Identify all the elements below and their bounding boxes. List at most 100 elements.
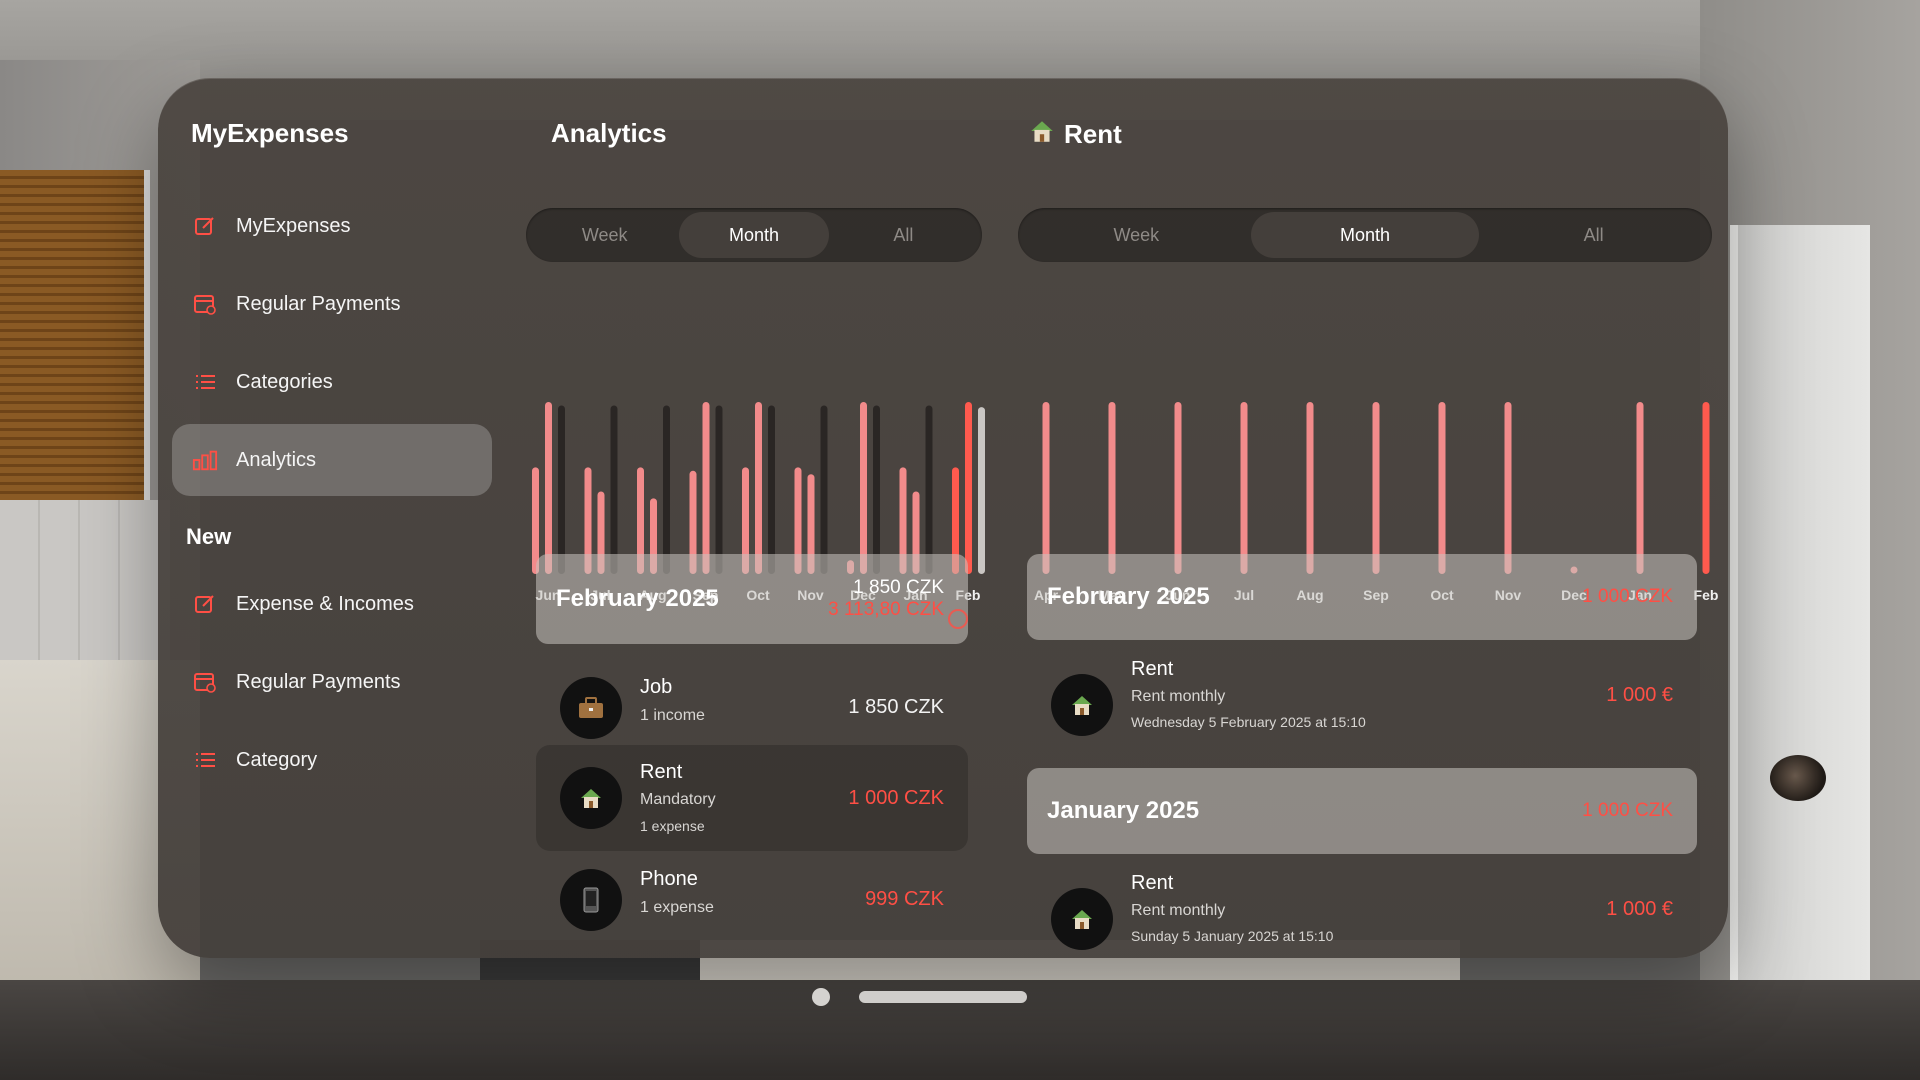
list-item-phone[interactable]: Phone 1 expense 999 CZK <box>536 850 968 950</box>
group-total: 1 000 CZK <box>1582 586 1673 608</box>
group-month-title: February 2025 <box>1047 583 1210 610</box>
bar-oct[interactable] <box>1438 402 1446 574</box>
edit-icon <box>192 591 218 617</box>
bar-jun-s3[interactable] <box>558 405 565 574</box>
summary-totals: 1 850 CZK 3 113,80 CZK <box>828 577 968 629</box>
bar-jun-s1[interactable] <box>532 467 539 574</box>
x-tick-label: Feb <box>1694 587 1719 603</box>
bar-feb-s3[interactable] <box>978 407 985 574</box>
bar-jun[interactable] <box>1174 402 1182 574</box>
bar-jan-s1[interactable] <box>899 467 907 574</box>
house-icon <box>1028 118 1056 151</box>
door-knob <box>1770 755 1826 801</box>
page-indicator-dot[interactable] <box>812 988 830 1006</box>
bar-feb-s2[interactable] <box>965 402 972 574</box>
bar-jul[interactable] <box>1240 402 1248 574</box>
segment-all[interactable]: All <box>1583 224 1604 245</box>
analytics-title: Analytics <box>551 118 667 148</box>
row-subtitle: 1 income <box>640 707 705 724</box>
bar-chart-icon <box>192 447 218 473</box>
rent-month-january[interactable]: January 2025 1 000 CZK <box>1027 768 1697 854</box>
house-icon <box>1051 674 1113 736</box>
group-month-title: January 2025 <box>1047 797 1200 824</box>
list-icon <box>192 747 218 773</box>
bar-jan-s2[interactable] <box>912 491 920 574</box>
group-total: 1 000 CZK <box>1582 800 1673 822</box>
bar-jan[interactable] <box>1636 402 1644 574</box>
summary-expense: 3 113,80 CZK <box>828 599 944 620</box>
house-icon <box>1051 888 1113 950</box>
bar-aug-s3[interactable] <box>663 405 670 574</box>
row-amount: 1 000 CZK <box>848 787 944 809</box>
bar-jul-s1[interactable] <box>584 467 592 574</box>
segment-month[interactable]: Month <box>679 212 829 258</box>
bar-apr[interactable] <box>1042 402 1050 574</box>
bar-nov-s3[interactable] <box>820 405 828 574</box>
segment-week[interactable]: Week <box>1113 224 1160 245</box>
sidebar-item-new-expense[interactable]: Expense & Incomes <box>172 568 492 640</box>
row-subtitle: 1 expense <box>640 899 714 916</box>
bar-oct-s1[interactable] <box>742 467 749 574</box>
sidebar-item-analytics[interactable]: Analytics <box>172 424 492 496</box>
bar-aug-s1[interactable] <box>637 467 644 574</box>
app-title: MyExpenses <box>191 118 349 148</box>
bar-oct-s2[interactable] <box>755 402 762 574</box>
sidebar-item-label: Categories <box>236 370 333 393</box>
sidebar-item-regular-payments[interactable]: Regular Payments <box>172 268 492 340</box>
section-title-new: New <box>186 524 232 549</box>
bar-aug[interactable] <box>1306 402 1314 574</box>
bar-sep-s1[interactable] <box>689 470 697 574</box>
bar-sep[interactable] <box>1372 402 1380 574</box>
analytics-month-summary[interactable]: February 2025 1 850 CZK 3 113,80 CZK <box>536 554 968 644</box>
group-total-amount: 1 000 CZK <box>1582 586 1673 607</box>
window-grab-handle[interactable] <box>859 991 1027 1003</box>
row-amount: 1 850 CZK <box>848 696 944 718</box>
bar-nov[interactable] <box>1504 402 1512 574</box>
sidebar-item-new-category[interactable]: Category <box>172 724 492 796</box>
list-icon <box>192 369 218 395</box>
sidebar-item-categories[interactable]: Categories <box>172 346 492 418</box>
list-item-job[interactable]: Job 1 income 1 850 CZK <box>536 658 968 758</box>
group-total-amount: 1 000 CZK <box>1582 800 1673 821</box>
bar-dec-s2[interactable] <box>860 402 867 574</box>
bar-jun-s2[interactable] <box>545 402 552 574</box>
bar-oct-s3[interactable] <box>768 405 775 574</box>
bar-feb[interactable] <box>1702 402 1710 574</box>
bar-feb-s1[interactable] <box>952 467 959 574</box>
sidebar-item-label: MyExpenses <box>236 214 351 237</box>
phone-icon <box>560 869 622 931</box>
analytics-chart-svg: JunJulAugSepOctNovDecJanFeb <box>532 402 985 603</box>
rent-entry-february[interactable]: Rent Rent monthly Wednesday 5 February 2… <box>1027 650 1697 760</box>
list-item-rent[interactable]: Rent Mandatory 1 expense 1 000 CZK <box>536 745 968 851</box>
sidebar-item-myexpenses[interactable]: MyExpenses <box>172 190 492 262</box>
rent-month-february[interactable]: February 2025 1 000 CZK <box>1027 554 1697 640</box>
row-title: Phone <box>640 868 698 890</box>
bar-jul-s3[interactable] <box>610 405 618 574</box>
bar-jul-s2[interactable] <box>597 491 605 574</box>
segment-week[interactable]: Week <box>581 224 628 245</box>
row-subtitle: Mandatory <box>640 791 716 808</box>
sidebar-item-new-regular-payment[interactable]: Regular Payments <box>172 646 492 718</box>
sidebar-item-label: Analytics <box>236 448 317 471</box>
bar-may[interactable] <box>1108 402 1116 574</box>
bar-nov-s1[interactable] <box>794 467 802 574</box>
row-subtitle: Rent monthly <box>1131 688 1226 705</box>
sidebar: MyExpenses MyExpenses Regular Payments C… <box>158 78 498 958</box>
backsplash <box>0 500 170 680</box>
rent-title: Rent <box>1028 118 1122 151</box>
sidebar-item-label: Regular Payments <box>236 292 401 315</box>
segment-all[interactable]: All <box>893 224 914 245</box>
bar-nov-s2[interactable] <box>807 474 815 574</box>
segment-month[interactable]: Month <box>1250 212 1480 258</box>
row-subtitle-secondary: 1 expense <box>640 818 705 834</box>
briefcase-icon <box>560 677 622 739</box>
row-date: Sunday 5 January 2025 at 15:10 <box>1131 928 1334 944</box>
app-window: MyExpenses MyExpenses Regular Payments C… <box>158 78 1728 958</box>
rent-title-text: Rent <box>1064 119 1122 149</box>
house-icon <box>560 767 622 829</box>
bar-dec-s3[interactable] <box>873 405 880 574</box>
bar-jan-s3[interactable] <box>925 405 933 574</box>
bar-sep-s2[interactable] <box>702 402 710 574</box>
bar-sep-s3[interactable] <box>715 405 723 574</box>
rent-entry-january[interactable]: Rent Rent monthly Sunday 5 January 2025 … <box>1027 864 1697 954</box>
